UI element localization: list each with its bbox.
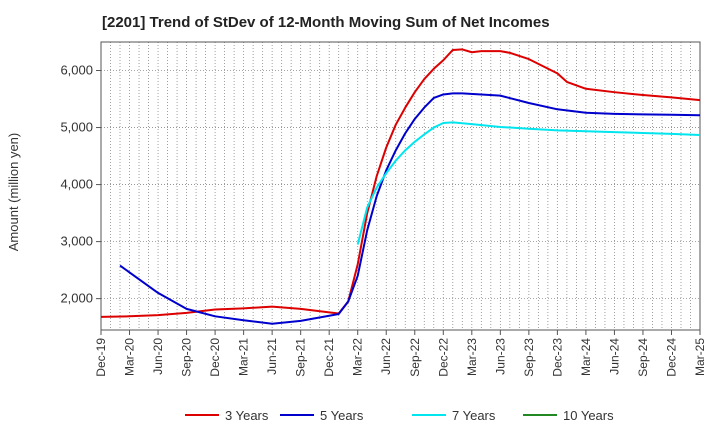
x-tick-label: Jun-21 bbox=[265, 338, 279, 375]
x-tick-label: Sep-21 bbox=[294, 338, 308, 377]
axes-layer: 2,000 3,000 4,000 5,000 6,000 Dec-19 Mar-20 Jun… bbox=[60, 41, 707, 377]
y-tick-label: 2,000 bbox=[60, 291, 93, 306]
legend-label: 10 Years bbox=[563, 408, 614, 423]
y-tick-label: 6,000 bbox=[60, 63, 93, 78]
legend: 3 Years 5 Years 7 Years 10 Years bbox=[185, 408, 614, 423]
x-tick-label: Dec-20 bbox=[208, 338, 222, 377]
legend-item-5-years: 5 Years bbox=[280, 408, 364, 423]
x-tick-label: Dec-22 bbox=[436, 338, 450, 377]
x-tick-label: Dec-23 bbox=[550, 338, 564, 377]
x-tick-label: Sep-24 bbox=[636, 338, 650, 377]
legend-label: 3 Years bbox=[225, 408, 269, 423]
x-tick-label: Dec-24 bbox=[664, 338, 678, 377]
legend-item-10-years: 10 Years bbox=[523, 408, 614, 423]
grid-layer bbox=[101, 42, 700, 330]
x-tick-label: Mar-20 bbox=[123, 338, 137, 376]
x-tick-label: Mar-21 bbox=[237, 338, 251, 376]
x-tick-label: Mar-24 bbox=[579, 338, 593, 376]
series-line-3-years bbox=[100, 48, 701, 318]
legend-label: 5 Years bbox=[320, 408, 364, 423]
x-tick-label: Jun-20 bbox=[151, 338, 165, 375]
x-tick-label: Jun-24 bbox=[607, 338, 621, 375]
y-tick-label: 5,000 bbox=[60, 120, 93, 135]
legend-label: 7 Years bbox=[452, 408, 496, 423]
series-layer bbox=[100, 48, 701, 325]
x-tick-label: Sep-22 bbox=[408, 338, 422, 377]
x-tick-label: Sep-20 bbox=[180, 338, 194, 377]
y-tick-label: 4,000 bbox=[60, 177, 93, 192]
x-tick-label: Mar-22 bbox=[351, 338, 365, 376]
series-line-5-years bbox=[119, 92, 701, 325]
series-line-7-years bbox=[356, 121, 701, 245]
x-tick-label: Mar-25 bbox=[693, 338, 707, 376]
x-tick-label: Sep-23 bbox=[522, 338, 536, 377]
x-tick-label: Mar-23 bbox=[465, 338, 479, 376]
legend-item-7-years: 7 Years bbox=[412, 408, 496, 423]
y-axis-label: Amount (million yen) bbox=[6, 133, 21, 252]
y-tick-label: 3,000 bbox=[60, 234, 93, 249]
x-tick-label: Dec-21 bbox=[322, 338, 336, 377]
plot-border bbox=[100, 41, 701, 331]
legend-item-3-years: 3 Years bbox=[185, 408, 269, 423]
x-tick-label: Jun-23 bbox=[493, 338, 507, 375]
x-tick-label: Dec-19 bbox=[94, 338, 108, 377]
x-tick-label: Jun-22 bbox=[379, 338, 393, 375]
chart-title: [2201] Trend of StDev of 12-Month Moving… bbox=[102, 14, 550, 31]
